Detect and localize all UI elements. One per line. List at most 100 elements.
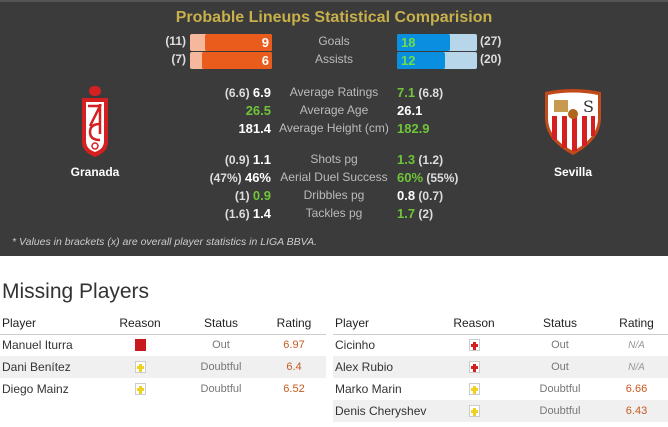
home-missing-table: Player Reason Status Rating Manuel Iturra O… [0,312,326,400]
away-value: 1.7 [397,206,416,221]
reason-cell [100,334,180,356]
away-value: 60% [397,170,424,185]
away-value: 26.1 [397,103,423,118]
home-value: 1.1 [252,152,271,167]
rating: 6.52 [283,383,305,395]
home-bar: 9 [190,34,272,51]
player-name[interactable]: Alex Rubio [333,356,433,378]
stat-row: (6.6) 6.9 Average Ratings 7.1 (6.8) [0,85,668,103]
home-value: 26.5 [245,103,271,118]
stat-row: (1.6) 1.4 Tackles pg 1.7 (2) [0,206,668,224]
column-header: Status [180,312,262,335]
rating: 6.66 [625,383,648,395]
table-row: Manuel Iturra Out 6.97 [0,334,326,356]
home-value: 6.9 [252,85,271,100]
stat-row: (0.9) 1.1 Shots pg 1.3 (1.2) [0,152,668,170]
column-header: Status [515,312,605,335]
table-row: Cicinho Out N/A [333,334,668,356]
away-value: 7.1 [397,85,416,100]
granada-crest-icon [82,86,108,157]
stat-label: Tackles pg [305,206,363,220]
away-value: 0.8 [397,188,416,203]
home-value: 1.4 [252,206,271,221]
away-value: 1.3 [397,152,416,167]
away-overall: (1.2) [418,153,444,167]
reason-cell [433,334,515,356]
stat-row: (1) 0.9 Dribbles pg 0.8 (0.7) [0,188,668,206]
player-name[interactable]: Marko Marin [335,382,402,396]
home-value: 181.4 [238,121,271,136]
column-header: Rating [262,312,326,335]
rating: 6.43 [605,400,668,422]
stat-label: Aerial Duel Success [280,170,388,184]
stat-row: (47%) 46% Aerial Duel Success 60% (55%) [0,170,668,188]
doubtful-injury-icon [134,383,146,396]
injury-icon [468,339,480,352]
stat-row: 181.4 Average Height (cm) 182.9 [0,121,668,139]
away-overall: (20) [480,52,502,66]
rating: N/A [605,356,668,378]
table-header: Player Reason Status Rating [0,312,326,335]
column-header: Player [333,312,433,335]
reason-cell [433,356,515,378]
stat-label: Assists [314,52,353,66]
away-bar-fill: 18 [397,34,451,51]
away-bar: 18 [397,34,477,51]
table-row: Marko Marin Doubtful 6.66 [333,378,668,400]
away-overall: (2) [418,207,434,221]
rating: 6.97 [283,339,305,352]
stat-label: Dribbles pg [303,188,365,202]
table-row: Diego Mainz Doubtful 6.52 [0,378,326,400]
home-bar-fill: 9 [204,34,272,51]
home-team-name: Granada [70,165,120,179]
red-card-icon [134,339,146,352]
status: Out [212,339,230,352]
home-value: 0.9 [252,188,271,203]
away-overall: (55%) [426,171,459,185]
rating: N/A [628,339,645,351]
status: Out [551,339,569,352]
away-overall: (0.7) [418,189,444,203]
doubtful-injury-icon [468,405,480,418]
home-overall: (6.6) [224,86,250,100]
home-overall: (0.9) [224,153,250,167]
table-header: Player Reason Status Rating [333,312,668,335]
stat-row: 26.5 Average Age 26.1 [0,103,668,121]
home-overall: (1) [234,189,250,203]
home-overall: (47%) [209,171,242,185]
away-missing-table: Player Reason Status Rating Cicinho Out N/A… [333,312,668,422]
reason-cell [100,378,180,400]
player-name[interactable]: Manuel Iturra [2,338,73,353]
reason-cell [433,400,515,422]
away-overall: (6.8) [418,86,444,100]
injury-icon [468,361,480,374]
stat-label: Average Height (cm) [279,121,389,135]
comparison-title: Probable Lineups Statistical Comparision [175,9,493,26]
player-name[interactable]: Cicinho [335,338,376,353]
home-overall: (11) [165,34,186,48]
svg-text:S: S [583,97,594,116]
home-bar: 6 [190,52,272,69]
table-row: Alex Rubio Out N/A [333,356,668,378]
reason-cell [100,356,180,378]
bar-row-goals: (11) 9 Goals 18 (27) [0,34,668,52]
table-row: Dani Benítez Doubtful 6.4 [0,356,326,378]
status: Out [515,356,605,378]
home-value: 46% [244,170,271,185]
status: Doubtful [180,356,262,378]
column-header: Reason [433,312,515,335]
doubtful-injury-icon [134,361,146,374]
player-name[interactable]: Diego Mainz [2,382,69,396]
table-row: Denis Cheryshev Doubtful 6.43 [333,400,668,422]
column-header: Player [0,312,100,335]
status: Doubtful [515,400,605,422]
home-bar-fill: 6 [201,52,272,69]
away-value: 182.9 [397,121,430,136]
player-name[interactable]: Denis Cheryshev [333,400,433,422]
missing-players-title: Missing Players [2,280,150,303]
stat-label: Average Ratings [289,85,379,99]
player-name[interactable]: Dani Benítez [0,356,100,378]
home-overall: (1.6) [224,207,250,221]
column-header: Rating [605,312,668,335]
away-bar: 12 [397,52,477,69]
